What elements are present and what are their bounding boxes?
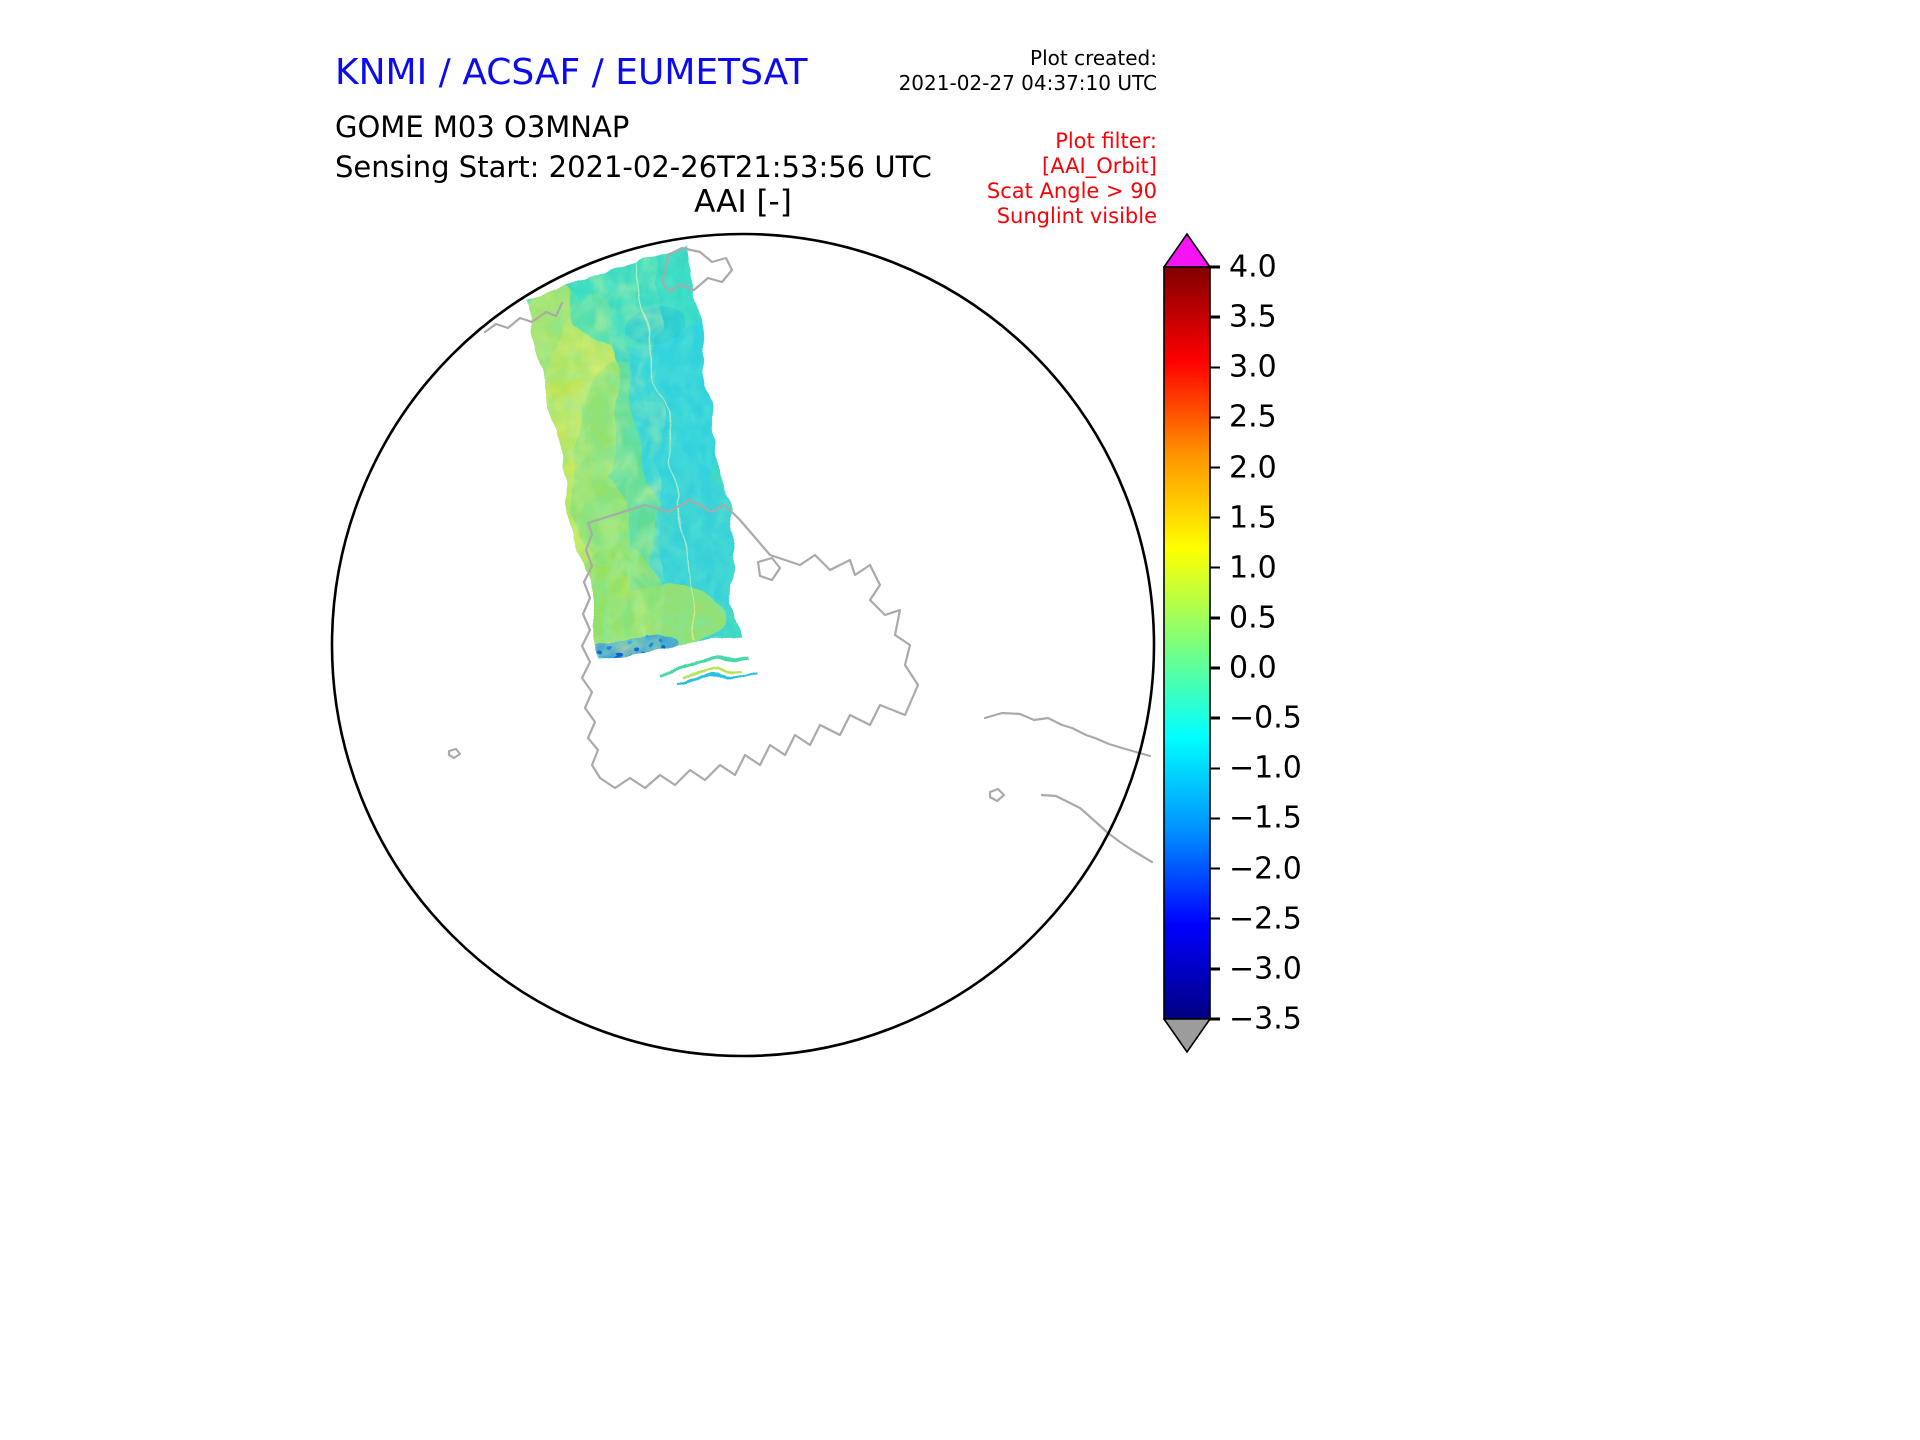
tick-label: 2.0 [1229,450,1277,486]
colorbar-tick: −1.5 [1210,801,1302,836]
tick-label: −2.5 [1229,901,1302,937]
colorbar-tick: 3.0 [1210,350,1277,385]
swath-noise [522,270,648,658]
tick-mark [1210,767,1220,770]
colorbar-gradient [1163,266,1211,1020]
swath-sliver [657,656,749,678]
tick-label: 3.5 [1229,299,1277,335]
tick-label: −1.0 [1229,750,1302,786]
colorbar-graphic [1163,233,1211,1054]
tick-mark [1210,967,1220,971]
product-title: GOME M03 O3MNAP [335,110,630,144]
tick-mark [1210,416,1220,419]
sensing-start: Sensing Start: 2021-02-26T21:53:56 UTC [335,150,932,184]
filter-title: Plot filter: [1055,129,1157,153]
tick-mark [1210,666,1220,670]
tick-label: 1.5 [1229,500,1277,536]
plot-filter-block: Plot filter: [AAI_Orbit] Scat Angle > 90… [987,129,1157,229]
coastline-inlet [756,556,782,582]
tick-mark [1210,466,1220,469]
coastline-right-b [1040,793,1154,864]
tick-label: 0.5 [1229,600,1277,636]
plot-created-label: Plot created: [1030,46,1157,70]
colorbar-tick: −2.5 [1210,901,1302,936]
swath-sliver [671,670,753,690]
island-left [447,747,462,760]
colorbar-tick: 2.5 [1210,400,1277,435]
colorbar-tick: −3.0 [1210,951,1302,986]
coastline-antarctica [580,498,920,790]
colorbar-tick: 4.0 [1210,250,1277,285]
tick-mark [1210,917,1220,920]
filter-orbit: [AAI_Orbit] [1042,154,1157,178]
colorbar-tick: 3.5 [1210,300,1277,335]
tick-mark [1210,566,1220,569]
colorbar-tick: −0.5 [1210,701,1302,736]
colorbar: 4.0 3.5 3.0 2.5 2.0 1.5 1.0 0.5 0.0 −0.5 −1.0 −1.5 −… [1163,233,1413,1063]
plot-created-value: 2021-02-27 04:37:10 UTC [898,71,1157,95]
colorbar-tick: 0.5 [1210,600,1277,635]
colorbar-tick: 0.0 [1210,651,1277,686]
tick-mark [1210,1017,1220,1021]
tick-label: 2.5 [1229,399,1277,435]
plot-title: AAI [-] [694,184,792,220]
satellite-swath [522,249,753,690]
coastline-top-left [483,301,564,334]
tick-label: 3.0 [1229,349,1277,385]
tick-label: −0.5 [1229,700,1302,736]
tick-mark [1210,817,1220,820]
swath-sliver [679,668,737,684]
tick-mark [1210,616,1220,620]
tick-label: 4.0 [1229,249,1277,285]
colorbar-tick: −1.0 [1210,751,1302,786]
swath-seam [639,261,701,643]
colorbar-tick: 1.0 [1210,550,1277,585]
coastline-right-a [983,711,1152,758]
colorbar-over-arrow [1163,233,1211,268]
tick-label: −3.5 [1229,1001,1302,1037]
tick-label: 0.0 [1229,650,1277,686]
org-title: KNMI / ACSAF / EUMETSAT [335,52,808,93]
tick-label: −1.5 [1229,800,1302,836]
tick-label: 1.0 [1229,550,1277,586]
tick-mark [1210,516,1220,519]
coastline-top-right [660,246,734,294]
colorbar-tick: −3.5 [1210,1002,1302,1037]
colorbar-under-arrow [1163,1018,1211,1054]
map-boundary [330,232,1156,1058]
coastlines [447,246,1154,864]
filter-sunglint: Sunglint visible [996,204,1157,228]
tick-label: −2.0 [1229,851,1302,887]
colorbar-tick: −2.0 [1210,851,1302,886]
polar-map [330,232,1156,1058]
colorbar-tick: 1.5 [1210,500,1277,535]
tick-mark [1210,366,1220,369]
tick-label: −3.0 [1229,951,1302,987]
tick-mark [1210,716,1220,720]
plot-created-block: Plot created: 2021-02-27 04:37:10 UTC [899,46,1157,96]
island-right [988,787,1006,803]
tick-mark [1210,315,1220,319]
tick-mark [1210,265,1220,269]
tick-mark [1210,867,1220,870]
colorbar-tick: 2.0 [1210,450,1277,485]
filter-scat-angle: Scat Angle > 90 [986,179,1157,203]
